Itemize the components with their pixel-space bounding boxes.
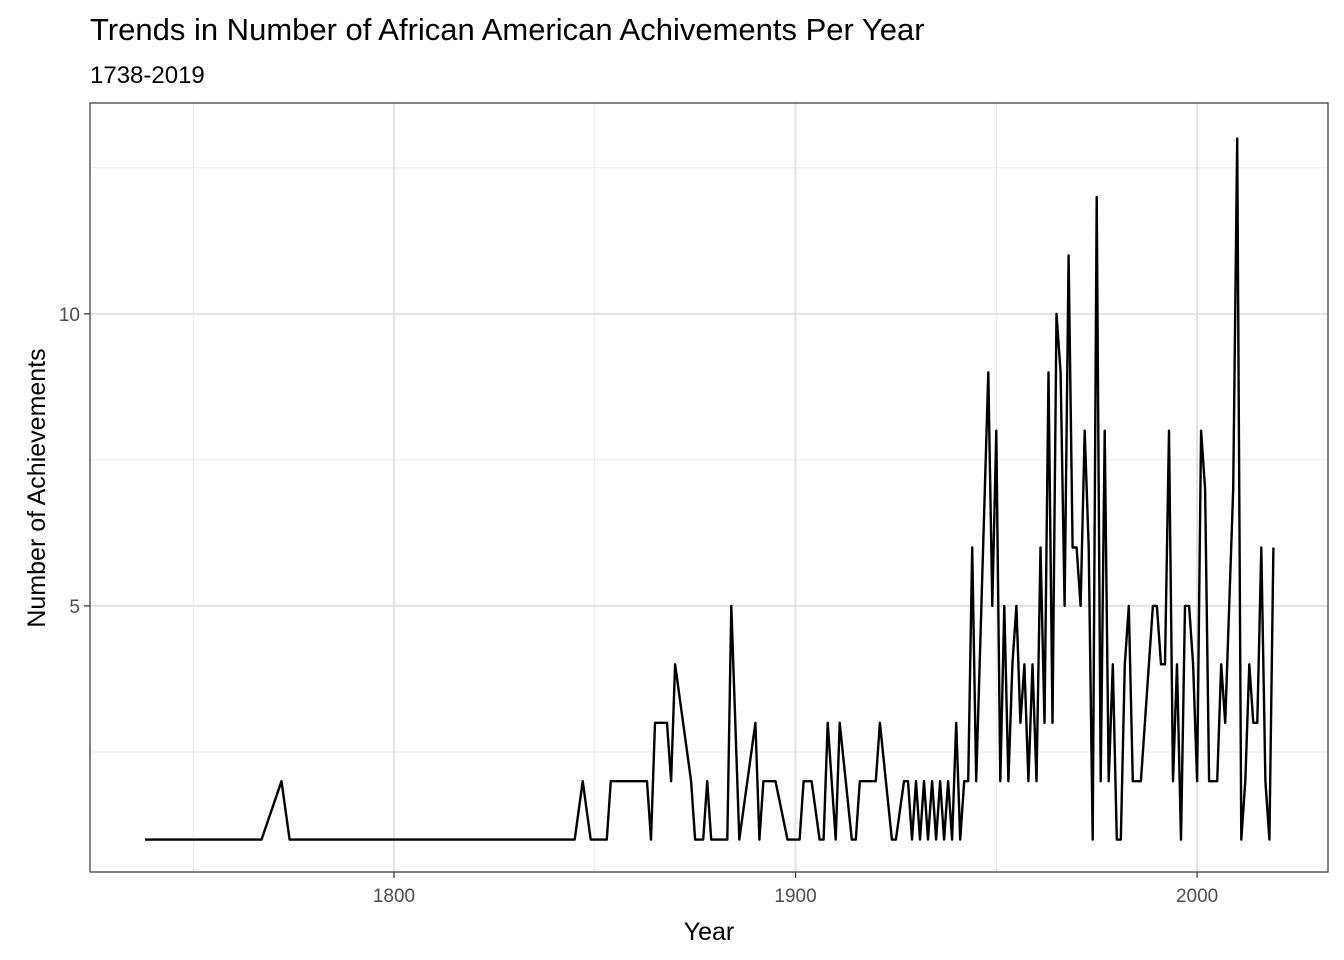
x-tick-label: 2000 — [1176, 886, 1218, 907]
chart-subtitle: 1738-2019 — [90, 62, 205, 89]
series-layer — [145, 137, 1275, 841]
y-axis-label: Number of Achievements — [23, 348, 51, 627]
chart-title: Trends in Number of African American Ach… — [90, 12, 925, 47]
x-tick-label: 1800 — [373, 886, 415, 907]
axes: 1800 1900 2000 5 10 — [59, 305, 1218, 907]
x-axis-label: Year — [684, 918, 735, 946]
y-tick-label: 10 — [59, 305, 80, 326]
y-tick-label: 5 — [69, 597, 80, 618]
panel-border — [89, 102, 1329, 873]
series-line-achievements — [145, 137, 1275, 841]
x-tick-label: 1900 — [774, 886, 816, 907]
